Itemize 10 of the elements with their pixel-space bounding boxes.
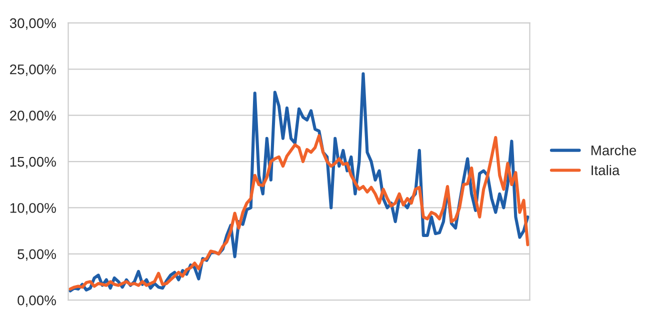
y-tick-label: 20,00% (10, 110, 56, 122)
legend-label: Italia (592, 165, 620, 176)
y-tick-label: 10,00% (10, 203, 56, 215)
y-tick-label: 0,00% (18, 295, 56, 307)
y-tick-label: 30,00% (10, 18, 56, 30)
y-tick-label: 25,00% (10, 64, 56, 76)
legend-label: Marche (592, 145, 636, 156)
y-tick-label: 5,00% (18, 249, 56, 261)
line-series (68, 134, 530, 291)
y-tick-label: 15,00% (10, 156, 56, 168)
